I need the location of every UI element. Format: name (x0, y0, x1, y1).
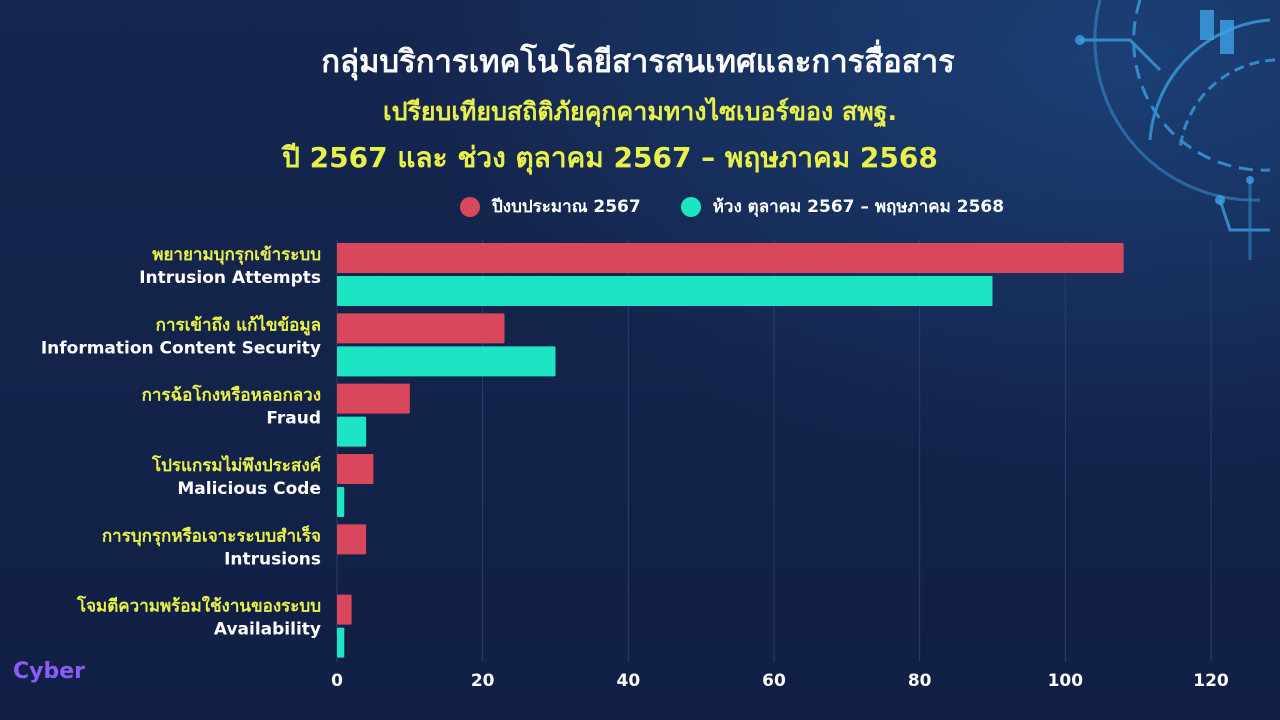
circuit-decoration-icon (1075, 0, 1276, 260)
category-label-th-2: การฉ้อโกงหรือหลอกลวง (142, 385, 321, 406)
x-tick-label-3: 60 (762, 671, 786, 691)
subtitle-line-1: เปรียบเทียบสถิติภัยคุกคามทางไซเบอร์ของ ส… (383, 97, 897, 126)
chart-legend: ปีงบประมาณ 2567 ห้วง ตุลาคม 2567 – พฤษภา… (460, 193, 1044, 220)
x-tick-label-6: 120 (1193, 671, 1229, 691)
bar-1-5 (337, 594, 352, 625)
bar-1-4 (337, 524, 367, 555)
bar-1-0 (337, 243, 1124, 273)
bar-2-0 (337, 276, 993, 306)
x-tick-label-4: 80 (908, 671, 932, 691)
bar-2-5 (337, 627, 345, 658)
category-label-th-5: โจมตีความพร้อมใช้งานของระบบ (76, 596, 321, 617)
category-label-en-5: Availability (214, 620, 321, 640)
legend-swatch-series-2 (680, 196, 701, 217)
x-tick-label-2: 40 (616, 671, 640, 691)
legend-label-series-1: ปีงบประมาณ 2567 (492, 197, 641, 217)
brand-watermark: Cyber (13, 659, 86, 684)
legend-item-series-1: ปีงบประมาณ 2567 (460, 193, 641, 220)
category-label-th-0: พยายามบุกรุกเข้าระบบ (152, 245, 321, 265)
category-label-en-2: Fraud (266, 409, 321, 429)
category-label-en-3: Malicious Code (177, 479, 321, 499)
category-label-en-1: Information Content Security (41, 338, 321, 358)
category-label-en-4: Intrusions (224, 549, 321, 569)
category-label-th-1: การเข้าถึง แก้ไขข้อมูล (156, 314, 321, 336)
legend-swatch-series-1 (460, 196, 480, 217)
bar-2-2 (337, 416, 367, 447)
x-tick-label-0: 0 (331, 671, 343, 691)
category-label-en-0: Intrusion Attempts (139, 268, 321, 288)
bar-1-2 (337, 383, 410, 414)
legend-item-series-2: ห้วง ตุลาคม 2567 – พฤษภาคม 2568 (680, 193, 1005, 220)
bar-1-1 (337, 313, 505, 344)
legend-label-series-2: ห้วง ตุลาคม 2567 – พฤษภาคม 2568 (712, 197, 1005, 217)
x-tick-label-1: 20 (471, 671, 495, 691)
bar-1-3 (337, 454, 374, 484)
category-label-th-3: โปรแกรมไม่พึงประสงค์ (151, 455, 321, 476)
page-title: กลุ่มบริการเทคโนโลยีสารสนเทศและการสื่อสา… (321, 44, 955, 80)
bar-2-1 (337, 346, 556, 377)
category-label-th-4: การบุกรุกหรือเจาะระบบสำเร็จ (102, 523, 321, 546)
x-tick-label-5: 100 (1048, 671, 1084, 691)
bar-2-3 (337, 487, 345, 517)
subtitle-line-2: ปี 2567 และ ช่วง ตุลาคม 2567 – พฤษภาคม 2… (282, 141, 938, 174)
